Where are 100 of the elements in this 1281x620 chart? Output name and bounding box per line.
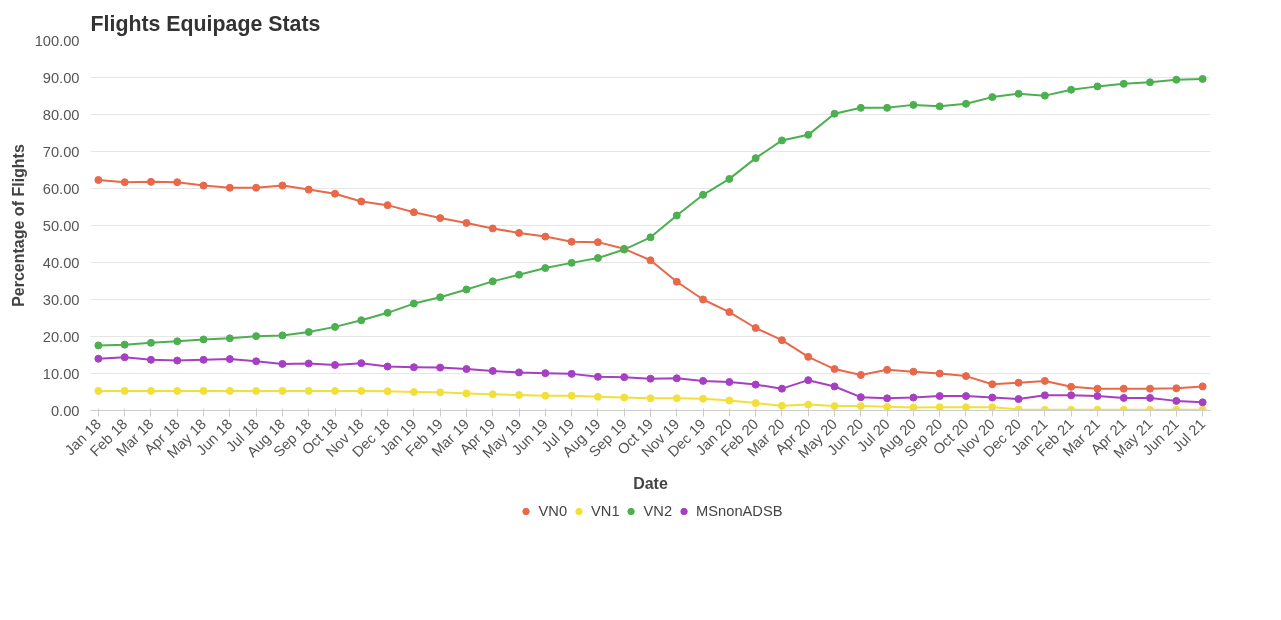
point [883, 402, 892, 411]
point [173, 178, 182, 187]
point [1093, 392, 1102, 401]
point [961, 99, 970, 108]
point [146, 177, 155, 186]
point [567, 258, 576, 267]
point [1067, 391, 1076, 400]
point [909, 367, 918, 376]
point [672, 211, 681, 220]
point [1067, 382, 1076, 391]
point [593, 254, 602, 263]
point [278, 386, 287, 395]
point [462, 285, 471, 294]
point [1198, 74, 1207, 83]
point [409, 208, 418, 217]
point [646, 233, 655, 242]
point [120, 178, 129, 187]
point [725, 174, 734, 183]
point [488, 224, 497, 233]
point [173, 356, 182, 365]
point [1172, 396, 1181, 405]
point [1093, 384, 1102, 393]
point [1119, 393, 1128, 402]
point [541, 264, 550, 273]
point [567, 237, 576, 246]
point [1040, 391, 1049, 400]
point [961, 392, 970, 401]
point [1146, 384, 1155, 393]
point [1093, 82, 1102, 91]
point [1119, 384, 1128, 393]
point [1172, 384, 1181, 393]
point [331, 386, 340, 395]
point [1119, 79, 1128, 88]
point [1067, 85, 1076, 94]
point [961, 403, 970, 411]
point [804, 130, 813, 139]
point [935, 369, 944, 378]
point [146, 338, 155, 347]
y-tick-label: 20.00 [42, 328, 80, 345]
point [830, 109, 839, 118]
point [383, 201, 392, 210]
point [146, 355, 155, 364]
point [304, 185, 313, 194]
point [225, 386, 234, 395]
point [120, 386, 129, 395]
point [199, 181, 208, 190]
point [409, 388, 418, 396]
point [620, 393, 629, 402]
point [173, 386, 182, 395]
point [725, 308, 734, 317]
point [331, 189, 340, 198]
point [593, 392, 602, 401]
point [515, 390, 524, 399]
point [567, 369, 576, 378]
point [357, 316, 366, 325]
point [488, 277, 497, 286]
point [961, 372, 970, 381]
point [672, 374, 681, 383]
point [541, 391, 550, 400]
point [699, 376, 708, 385]
point [909, 403, 918, 411]
point [725, 378, 734, 386]
y-tick-label: 90.00 [42, 69, 80, 86]
point [856, 103, 865, 112]
point [751, 154, 760, 163]
point [357, 197, 366, 206]
point [1172, 75, 1181, 84]
legend-label: VN0 [538, 503, 568, 519]
point [304, 386, 313, 395]
point [988, 393, 997, 402]
point [620, 373, 629, 382]
point [383, 362, 392, 371]
point [409, 363, 418, 372]
point [278, 359, 287, 368]
point [935, 392, 944, 401]
point [357, 359, 366, 368]
y-axis-title: Percentage of Flights [9, 144, 27, 307]
y-tick-label: 50.00 [42, 217, 80, 234]
point [699, 394, 708, 403]
point [935, 403, 944, 411]
point [304, 328, 313, 337]
point [173, 337, 182, 346]
point [515, 270, 524, 279]
point [672, 277, 681, 286]
point [830, 365, 839, 374]
point [541, 232, 550, 241]
point [593, 238, 602, 247]
point [804, 376, 813, 385]
point [751, 380, 760, 389]
point [225, 183, 234, 192]
point [725, 396, 734, 405]
point [1146, 393, 1155, 402]
point [462, 389, 471, 398]
point [830, 402, 839, 411]
point [751, 399, 760, 408]
point [883, 365, 892, 374]
point [1014, 395, 1023, 404]
y-tick-label: 30.00 [42, 291, 80, 308]
point [252, 183, 261, 192]
point [646, 394, 655, 403]
